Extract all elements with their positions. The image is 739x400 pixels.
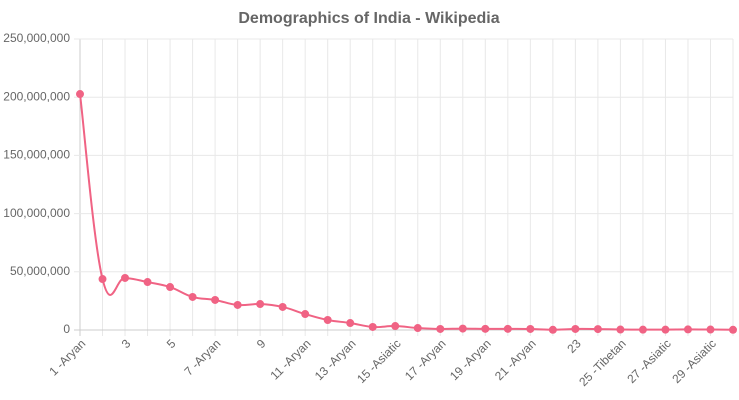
y-tick-label: 200,000,000 [3, 89, 70, 103]
point [729, 325, 737, 334]
point [526, 324, 535, 333]
x-tick-label: 27 -Asiatic [624, 336, 674, 386]
point [481, 324, 490, 333]
point [571, 324, 580, 333]
point [121, 273, 130, 282]
point [593, 325, 602, 334]
y-tick-label: 50,000,000 [10, 264, 70, 278]
point [346, 319, 355, 328]
point [143, 278, 152, 287]
point [436, 324, 445, 333]
point [661, 325, 670, 334]
point [638, 325, 647, 334]
y-tick-label: 100,000,000 [3, 206, 70, 220]
x-tick-label: 21 -Aryan [492, 336, 539, 383]
point [458, 324, 467, 333]
x-tick-label: 9 [254, 336, 269, 351]
chart-title: Demographics of India - Wikipedia [238, 10, 499, 27]
point [76, 90, 84, 99]
point [368, 322, 377, 331]
x-tick-label: 25 -Tibetan [576, 336, 629, 389]
point [503, 324, 512, 333]
point [301, 310, 310, 319]
line [79, 93, 734, 331]
x-tick-label: 15 -Asiatic [354, 336, 404, 386]
x-tick-label: 7 -Aryan [181, 336, 223, 378]
point [706, 325, 715, 334]
point [616, 325, 625, 334]
x-tick-label: 13 -Aryan [312, 336, 359, 383]
y-tick-label: 250,000,000 [3, 31, 70, 45]
point [413, 324, 422, 333]
point [188, 292, 197, 301]
point [391, 322, 400, 331]
point [548, 325, 557, 334]
point [98, 275, 107, 284]
x-tick-label: 5 [164, 336, 179, 351]
x-tick-label: 17 -Aryan [402, 336, 449, 383]
point [256, 300, 265, 309]
point [683, 325, 692, 334]
y-tick-label: 0 [63, 322, 70, 336]
x-tick-label: 19 -Aryan [447, 336, 494, 383]
point [211, 295, 220, 304]
point [278, 302, 287, 311]
x-tick-label: 29 -Asiatic [669, 336, 719, 386]
x-tick-label: 23 [564, 336, 584, 356]
point [323, 315, 332, 324]
point [233, 300, 242, 309]
point [166, 283, 175, 292]
x-tick-label: 1 -Aryan [46, 336, 88, 378]
y-tick-label: 150,000,000 [3, 148, 70, 162]
x-tick-label: 3 [119, 336, 134, 351]
x-tick-label: 11 -Aryan [267, 336, 313, 382]
